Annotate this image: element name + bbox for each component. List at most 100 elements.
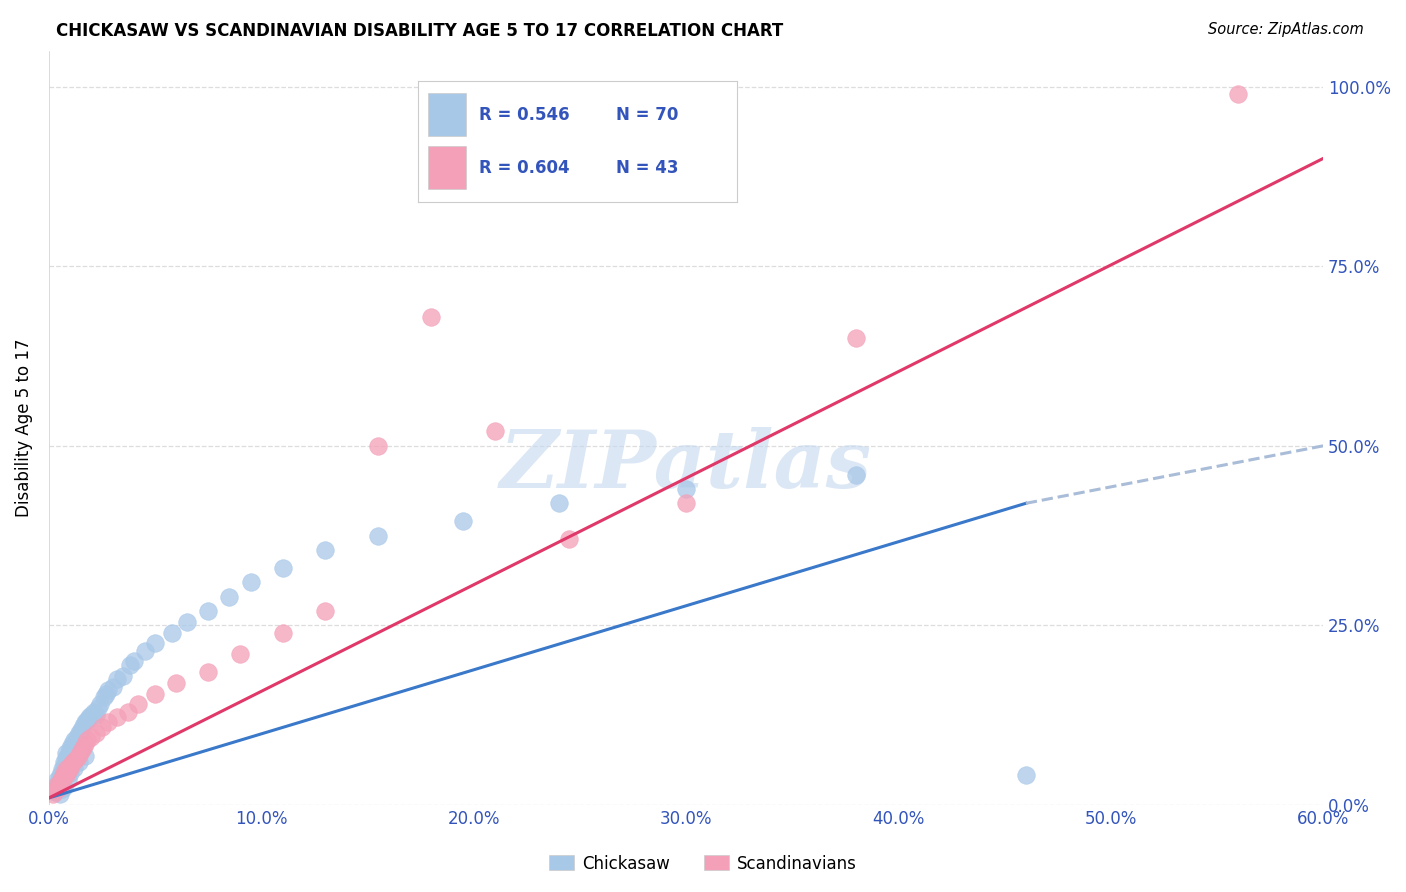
- Point: [79, 710, 101, 724]
- Point: [51, 765, 73, 780]
- Point: [197, 604, 219, 618]
- Point: [42, 787, 65, 801]
- Point: [271, 561, 294, 575]
- Point: [48, 778, 70, 792]
- Point: [48, 771, 70, 785]
- Point: [59, 740, 82, 755]
- Point: [89, 698, 111, 712]
- Point: [46, 778, 69, 792]
- Point: [48, 780, 70, 794]
- Point: [367, 529, 389, 543]
- Point: [484, 425, 506, 439]
- Point: [67, 726, 90, 740]
- Point: [65, 742, 87, 756]
- Point: [143, 636, 166, 650]
- Point: [75, 737, 97, 751]
- Point: [80, 708, 103, 723]
- Point: [1227, 87, 1250, 101]
- Point: [1015, 768, 1038, 782]
- Text: ZIPatlas: ZIPatlas: [501, 427, 872, 504]
- Point: [67, 755, 90, 769]
- Point: [63, 761, 86, 775]
- Point: [65, 751, 87, 765]
- Point: [56, 756, 79, 771]
- Point: [46, 776, 69, 790]
- Point: [72, 740, 94, 755]
- Point: [845, 331, 868, 345]
- Point: [55, 764, 77, 778]
- Point: [76, 733, 98, 747]
- Point: [55, 751, 77, 765]
- Point: [117, 705, 139, 719]
- Point: [143, 687, 166, 701]
- Point: [69, 739, 91, 754]
- Point: [87, 701, 110, 715]
- Point: [845, 467, 868, 482]
- Point: [84, 726, 107, 740]
- Point: [48, 768, 70, 782]
- Point: [84, 708, 107, 723]
- Point: [63, 754, 86, 768]
- Point: [60, 737, 83, 751]
- Point: [51, 782, 73, 797]
- Point: [48, 775, 70, 789]
- Point: [91, 721, 114, 735]
- Point: [218, 590, 240, 604]
- Text: Source: ZipAtlas.com: Source: ZipAtlas.com: [1208, 22, 1364, 37]
- Point: [197, 665, 219, 680]
- Point: [83, 705, 105, 719]
- Point: [51, 762, 73, 776]
- Point: [56, 764, 79, 778]
- Point: [97, 683, 120, 698]
- Point: [72, 719, 94, 733]
- Point: [52, 780, 75, 794]
- Text: CHICKASAW VS SCANDINAVIAN DISABILITY AGE 5 TO 17 CORRELATION CHART: CHICKASAW VS SCANDINAVIAN DISABILITY AGE…: [56, 22, 783, 40]
- Point: [80, 730, 103, 744]
- Point: [127, 698, 149, 712]
- Point: [46, 782, 69, 797]
- Point: [675, 496, 697, 510]
- Point: [52, 755, 75, 769]
- Legend: Chickasaw, Scandinavians: Chickasaw, Scandinavians: [543, 848, 863, 880]
- Point: [51, 775, 73, 789]
- Point: [60, 756, 83, 771]
- Point: [51, 772, 73, 787]
- Point: [176, 615, 198, 629]
- Point: [314, 604, 336, 618]
- Point: [101, 680, 124, 694]
- Point: [52, 769, 75, 783]
- Point: [59, 765, 82, 780]
- Point: [675, 482, 697, 496]
- Point: [42, 783, 65, 797]
- Point: [52, 758, 75, 772]
- Point: [105, 673, 128, 687]
- Point: [122, 654, 145, 668]
- Point: [52, 765, 75, 780]
- Point: [547, 496, 569, 510]
- Point: [55, 747, 77, 761]
- Point: [105, 710, 128, 724]
- Point: [59, 744, 82, 758]
- Point: [69, 723, 91, 737]
- Point: [420, 310, 443, 324]
- Y-axis label: Disability Age 5 to 17: Disability Age 5 to 17: [15, 339, 32, 517]
- Point: [55, 768, 77, 782]
- Point: [56, 772, 79, 787]
- Point: [271, 625, 294, 640]
- Point: [52, 769, 75, 783]
- Point: [59, 758, 82, 772]
- Point: [229, 647, 252, 661]
- Point: [75, 715, 97, 730]
- Point: [75, 749, 97, 764]
- Point: [44, 785, 66, 799]
- Point: [67, 747, 90, 762]
- Point: [44, 783, 66, 797]
- Point: [59, 761, 82, 775]
- Point: [46, 782, 69, 797]
- Point: [118, 657, 141, 672]
- Point: [46, 772, 69, 787]
- Point: [48, 787, 70, 801]
- Point: [112, 669, 135, 683]
- Point: [55, 762, 77, 776]
- Point: [60, 749, 83, 764]
